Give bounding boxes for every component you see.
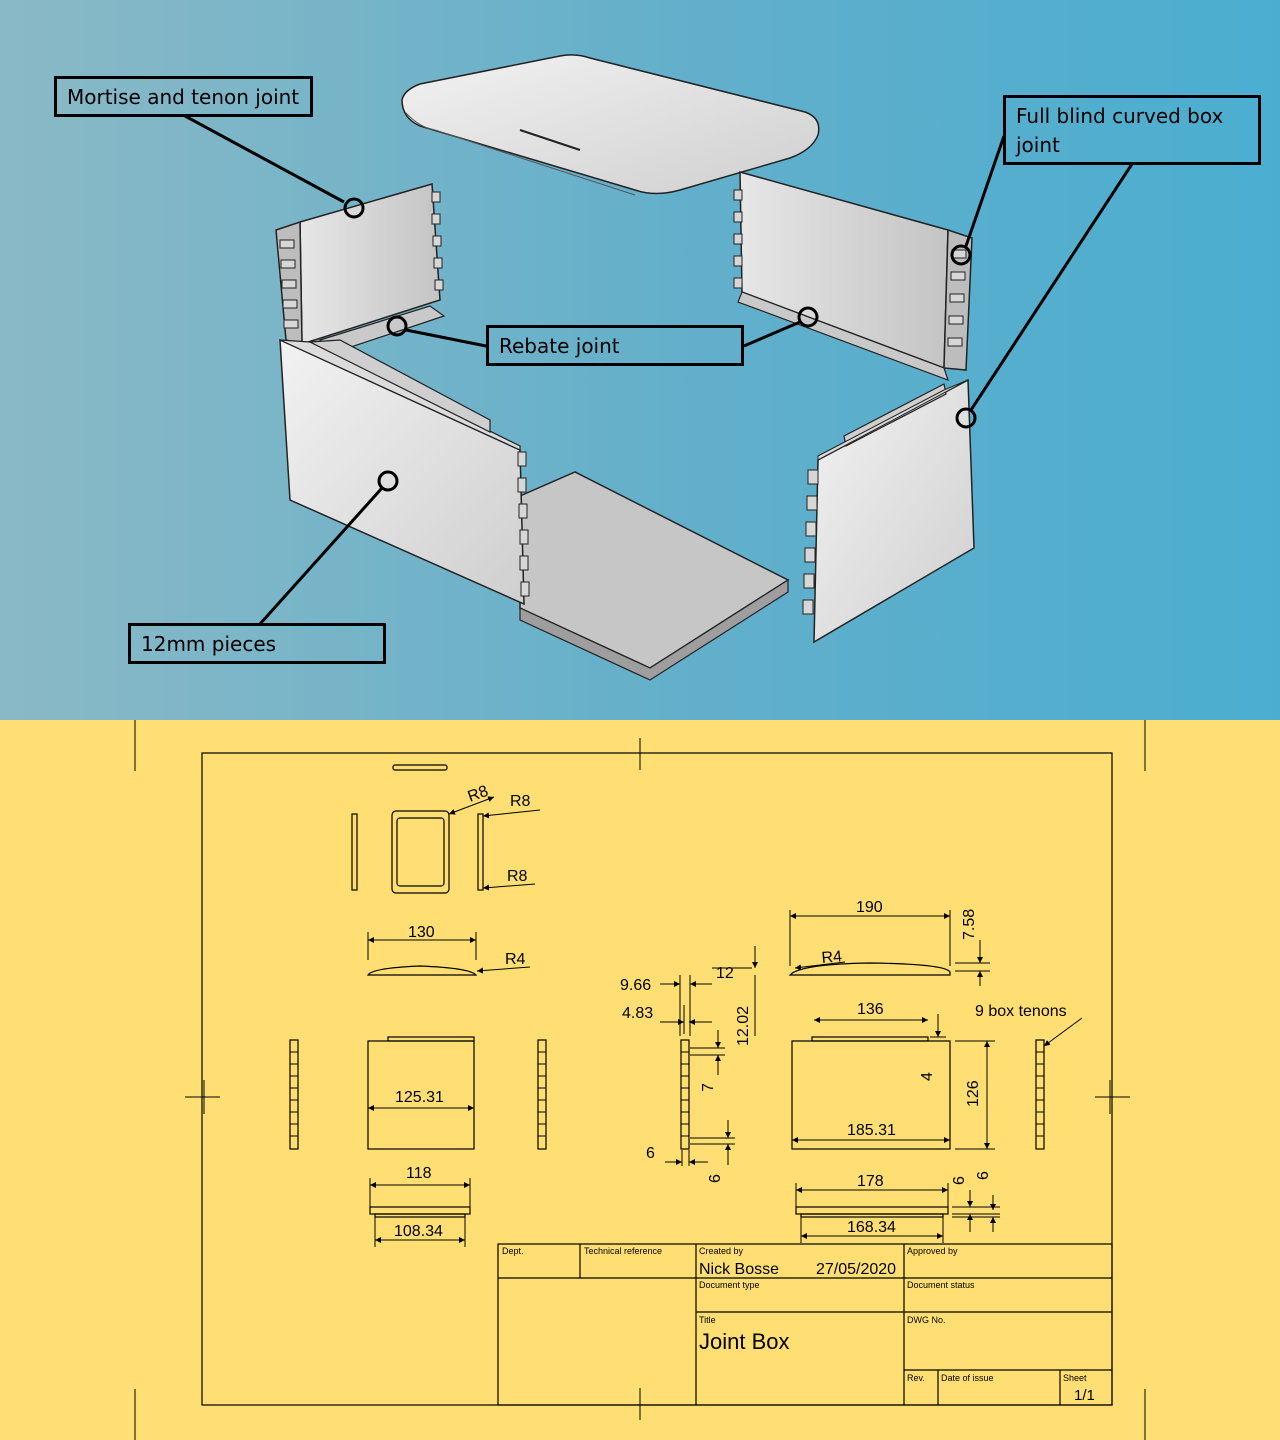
tb-created-label: Created by bbox=[699, 1246, 744, 1256]
callout-leaders bbox=[184, 114, 1134, 626]
dimension-lines bbox=[367, 796, 1083, 1247]
dim-7: 7 bbox=[700, 1083, 717, 1092]
dim-118: 118 bbox=[406, 1165, 432, 1182]
dimension-labels: R8 R8 R8 130 R4 190 7.58 R4 9.66 12 4.83… bbox=[394, 783, 1067, 1240]
title-block: Dept. Technical reference Created by Nic… bbox=[497, 1243, 1113, 1406]
technical-drawing-panel: R8 R8 R8 130 R4 190 7.58 R4 9.66 12 4.83… bbox=[0, 720, 1280, 1440]
dim-7-58: 7.58 bbox=[961, 909, 978, 940]
callout-mortise-tenon: Mortise and tenon joint bbox=[54, 76, 313, 117]
dim-r8-b: R8 bbox=[510, 793, 531, 810]
back-right-panel bbox=[733, 171, 973, 381]
dim-4: 4 bbox=[919, 1072, 936, 1081]
front-left-panel bbox=[279, 338, 530, 606]
tb-docstatus-label: Document status bbox=[907, 1280, 975, 1290]
sheet-frame bbox=[134, 720, 1146, 1440]
dim-r4-b: R4 bbox=[821, 948, 843, 967]
exploded-box-illustration bbox=[184, 54, 1134, 681]
dim-126: 126 bbox=[965, 1080, 982, 1107]
dim-178: 178 bbox=[857, 1173, 884, 1190]
front-right-panel bbox=[802, 378, 975, 644]
back-left-panel bbox=[275, 183, 446, 353]
side-piece-tenons bbox=[290, 1051, 1044, 1137]
dim-6-b: 6 bbox=[707, 1174, 724, 1183]
dim-108-34: 108.34 bbox=[394, 1223, 443, 1240]
lid-piece bbox=[401, 54, 820, 196]
dim-6-a: 6 bbox=[646, 1145, 655, 1162]
tb-approved-label: Approved by bbox=[907, 1246, 958, 1256]
tb-dwg-label: DWG No. bbox=[907, 1315, 946, 1325]
dim-r4-a: R4 bbox=[505, 951, 526, 968]
dim-6-c: 6 bbox=[951, 1176, 968, 1185]
tb-rev-label: Rev. bbox=[907, 1373, 925, 1383]
tb-sheet: 1/1 bbox=[1074, 1387, 1095, 1404]
callout-rebate-joint: Rebate joint bbox=[486, 325, 744, 366]
dim-185-31: 185.31 bbox=[847, 1122, 896, 1139]
base-piece bbox=[519, 471, 790, 681]
tb-issue-label: Date of issue bbox=[941, 1373, 994, 1383]
plan-view-parts bbox=[289, 764, 1045, 1218]
tb-title-label: Title bbox=[699, 1315, 716, 1325]
dim-130: 130 bbox=[408, 924, 435, 941]
dim-r8-a: R8 bbox=[466, 783, 491, 806]
tb-created-name: Nick Bosse bbox=[699, 1261, 779, 1278]
tb-techref-label: Technical reference bbox=[584, 1246, 662, 1256]
dim-168-34: 168.34 bbox=[847, 1219, 896, 1236]
tb-created-date: 27/05/2020 bbox=[816, 1261, 896, 1278]
tb-sheet-label: Sheet bbox=[1063, 1373, 1087, 1383]
tb-title: Joint Box bbox=[699, 1329, 790, 1354]
dim-r8-c: R8 bbox=[507, 868, 528, 885]
dim-190: 190 bbox=[856, 899, 883, 916]
tb-dept-label: Dept. bbox=[502, 1246, 524, 1256]
callout-curved-box-joint: Full blind curved box joint bbox=[1003, 95, 1261, 165]
dim-136: 136 bbox=[857, 1001, 884, 1018]
dim-12-02: 12.02 bbox=[735, 1006, 752, 1046]
exploded-view-panel: Mortise and tenon joint Full blind curve… bbox=[0, 0, 1280, 720]
dim-4-83: 4.83 bbox=[622, 1005, 653, 1022]
dim-9-66: 9.66 bbox=[620, 977, 651, 994]
dim-6-d: 6 bbox=[975, 1171, 992, 1180]
tb-doctype-label: Document type bbox=[699, 1280, 760, 1290]
label-9-box-tenons: 9 box tenons bbox=[975, 1003, 1067, 1020]
dim-125-31: 125.31 bbox=[395, 1089, 444, 1106]
callout-12mm-pieces: 12mm pieces bbox=[128, 623, 386, 664]
dim-12: 12 bbox=[716, 965, 734, 982]
technical-drawing: R8 R8 R8 130 R4 190 7.58 R4 9.66 12 4.83… bbox=[134, 720, 1146, 1440]
